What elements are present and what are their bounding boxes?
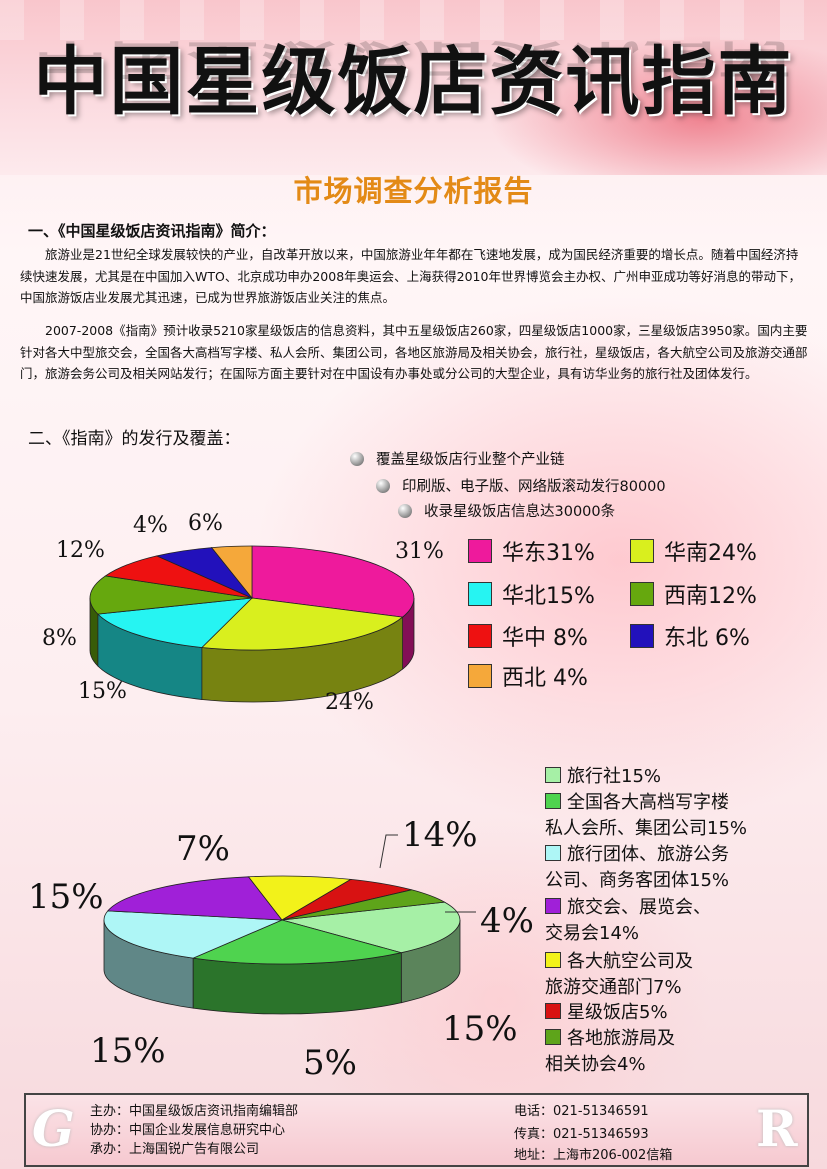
legend-item-northwest: 西北 4%: [468, 660, 588, 692]
bullet-ball-icon: [398, 504, 412, 518]
leader-line: [379, 834, 398, 869]
legend-swatch: [468, 539, 492, 563]
data-label: 4%: [133, 513, 168, 538]
section2-heading: 二、《指南》的发行及覆盖：: [28, 429, 241, 449]
bullet-item: 收录星级饭店信息达30000条: [398, 500, 615, 521]
legend2-item: 旅交会、展览会、 交易会14%: [545, 897, 711, 944]
legend-swatch: [545, 767, 561, 783]
section1-para2: 2007-2008《指南》预计收录5210家星级饭店的信息资料，其中五星级饭店2…: [20, 323, 808, 381]
data-label: 15%: [442, 1009, 518, 1049]
legend-item-east: 华东31%: [468, 535, 595, 567]
bullet-item: 覆盖星级饭店行业整个产业链: [350, 448, 565, 469]
pie-slice: [281, 901, 461, 954]
legend2-item: 旅行社15%: [545, 764, 661, 790]
footer-sponsor: 主办：中国星级饭店资讯指南编辑部: [90, 1104, 299, 1119]
legend-item-northeast: 东北 6%: [630, 620, 750, 652]
legend2-item: 星级饭店5%: [545, 1000, 668, 1026]
data-label: 15%: [78, 679, 127, 704]
legend2-item: 旅行团体、旅游公务 公司、商务客团体15%: [545, 844, 730, 891]
bullet-ball-icon: [376, 479, 390, 493]
data-label: 15%: [28, 877, 104, 917]
legend-swatch: [545, 845, 561, 861]
legend-swatch: [545, 793, 561, 809]
data-label: 12%: [56, 538, 105, 563]
legend-swatch: [468, 582, 492, 606]
data-label: 14%: [402, 815, 478, 855]
legend-swatch: [630, 539, 654, 563]
legend-swatch: [545, 1029, 561, 1045]
header-banner: [0, 0, 827, 175]
data-label: 24%: [325, 690, 374, 715]
pie-slice: [106, 876, 283, 921]
data-label: 5%: [303, 1043, 357, 1083]
pie-slice: [201, 597, 404, 651]
footer-fax: 传真：021-51346593: [514, 1127, 649, 1142]
page-title: 中国星级饭店资讯指南: [33, 39, 794, 125]
pie-slice: [247, 875, 353, 921]
section1-heading: 一、《中国星级饭店资讯指南》简介：: [28, 222, 276, 240]
legend-swatch: [630, 624, 654, 648]
footer-co-organizer: 协办：中国企业发展信息研究中心: [90, 1123, 286, 1138]
data-label: 7%: [176, 829, 230, 869]
footer-phone: 电话：021-51346591: [514, 1104, 649, 1119]
legend-item-south: 华南24%: [630, 535, 757, 567]
pie-slice: [191, 919, 402, 965]
footer-address: 地址：上海市206-002信箱: [514, 1148, 673, 1163]
bullet-ball-icon: [350, 452, 364, 466]
data-label: 15%: [90, 1031, 166, 1071]
pie-slice: [281, 889, 446, 921]
pie-slice: [210, 545, 253, 600]
legend-item-central: 华中 8%: [468, 620, 588, 652]
footer-logo-r: R: [756, 1099, 798, 1158]
data-label: 31%: [395, 539, 444, 564]
legend-swatch: [468, 624, 492, 648]
data-label: 4%: [480, 901, 534, 941]
legend-item-southwest: 西南12%: [630, 578, 757, 610]
footer-logo-g: G: [32, 1099, 75, 1158]
legend2-item: 各大航空公司及 旅游交通部门7%: [545, 951, 693, 998]
data-label: 6%: [188, 511, 223, 536]
data-label: 8%: [42, 626, 77, 651]
legend-swatch: [630, 582, 654, 606]
pie-slice: [89, 575, 253, 615]
footer-undertaker: 承办：上海国锐广告有限公司: [90, 1142, 260, 1157]
header-stripes: [0, 0, 827, 40]
pie-slice: [251, 545, 415, 618]
bullet-item: 印刷版、电子版、网络版滚动发行80000: [376, 475, 666, 496]
report-title: 市场调查分析报告: [293, 174, 534, 208]
legend-swatch: [545, 952, 561, 968]
legend-swatch: [545, 1003, 561, 1019]
footer-box: G R 主办：中国星级饭店资讯指南编辑部 协办：中国企业发展信息研究中心 承办：…: [24, 1093, 809, 1167]
section1-para1: 旅游业是21世纪全球发展较快的产业，自改革开放以来，中国旅游业年年都在飞速地发展…: [20, 247, 801, 305]
legend-item-north: 华北15%: [468, 578, 595, 610]
pie-slice: [103, 910, 283, 959]
legend-swatch: [468, 664, 492, 688]
legend2-item: 全国各大高档写字楼 私人会所、集团公司15%: [545, 792, 748, 839]
legend2-item: 各地旅游局及 相关协会4%: [545, 1028, 675, 1075]
legend-swatch: [545, 898, 561, 914]
